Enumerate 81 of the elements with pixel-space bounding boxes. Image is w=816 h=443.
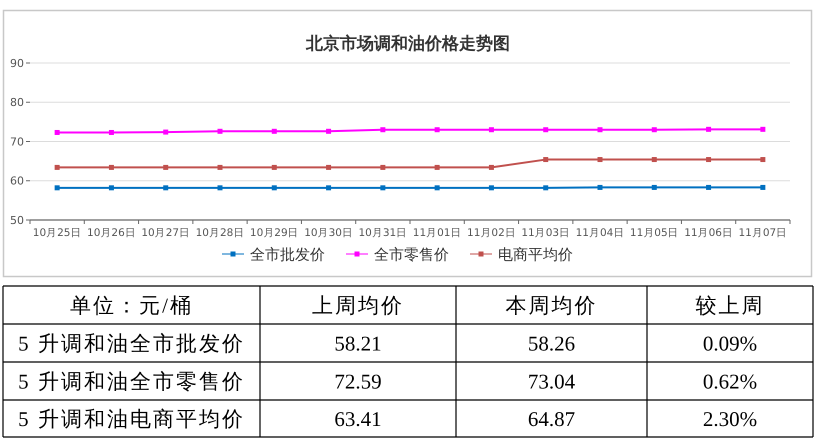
point xyxy=(272,128,277,134)
category-label: 5 升调和油全市零售价 xyxy=(18,370,245,394)
point xyxy=(54,130,60,135)
point xyxy=(652,157,657,162)
point xyxy=(108,164,114,170)
text: 58.26 xyxy=(528,332,576,356)
point xyxy=(488,164,494,170)
x-tick-label: 11月06日 xyxy=(684,227,733,239)
point xyxy=(706,157,712,162)
text: 单位：元/桶 xyxy=(70,294,193,318)
point xyxy=(326,164,332,170)
category-label: 较上周 xyxy=(696,294,764,318)
text: 0.09% xyxy=(702,332,758,356)
text: 72.59 xyxy=(334,370,382,394)
text: 58.21 xyxy=(334,332,382,356)
point xyxy=(488,185,494,190)
point xyxy=(163,130,168,135)
point xyxy=(380,185,386,190)
point xyxy=(163,185,168,190)
category-label: 5 升调和油全市批发价 xyxy=(18,332,245,356)
point xyxy=(652,127,657,132)
x-tick-label: 10月29日 xyxy=(250,227,299,239)
point xyxy=(272,185,277,190)
x-tick-label: 11月01日 xyxy=(412,227,462,239)
point xyxy=(760,184,766,190)
x-tick-label: 10月26日 xyxy=(87,227,136,239)
point xyxy=(543,127,548,132)
y-tick-label: 90 xyxy=(10,56,24,70)
x-tick-label: 10月25日 xyxy=(32,227,82,239)
point xyxy=(598,127,602,132)
point xyxy=(706,184,712,190)
point xyxy=(434,164,440,170)
point xyxy=(326,185,332,190)
text: 63.41 xyxy=(334,407,382,432)
point xyxy=(54,185,60,190)
x-tick-label: 11月03日 xyxy=(521,227,570,239)
x-tick-label: 11月04日 xyxy=(576,227,624,239)
point xyxy=(163,164,168,170)
text: 0.62% xyxy=(702,370,758,394)
y-tick-label: 80 xyxy=(10,96,24,110)
x-tick-label: 11月02日 xyxy=(467,227,516,239)
point xyxy=(108,185,114,190)
legend-label: 全市批发价 xyxy=(250,245,325,264)
y-tick-label: 50 xyxy=(10,214,24,227)
point xyxy=(272,164,277,170)
y-tick-label: 60 xyxy=(10,174,24,188)
point xyxy=(598,184,602,190)
point xyxy=(326,128,332,134)
category-label: 本周均价 xyxy=(506,294,598,318)
point xyxy=(380,164,386,170)
point xyxy=(488,127,494,132)
text: 2.30% xyxy=(702,407,758,432)
x-tick-label: 10月31日 xyxy=(358,227,408,239)
x-tick-label: 10月27日 xyxy=(141,227,190,239)
x-tick-label: 10月30日 xyxy=(304,227,353,239)
point xyxy=(434,185,440,190)
legend-label: 全市零售价 xyxy=(374,245,449,264)
chart-title: 北京市场调和油价格走势图 xyxy=(305,34,510,54)
point xyxy=(598,157,602,162)
point xyxy=(706,126,712,132)
point xyxy=(218,164,222,170)
text: 73.04 xyxy=(528,370,576,394)
point xyxy=(380,127,386,132)
point xyxy=(543,157,548,162)
y-tick-label: 70 xyxy=(10,135,24,148)
text: 64.87 xyxy=(528,407,576,432)
x-tick-label: 11月07日 xyxy=(738,227,788,239)
point xyxy=(434,127,440,132)
point xyxy=(54,164,60,170)
category-label: 5 升调和油电商平均价 xyxy=(18,407,245,432)
legend-label: 电商平均价 xyxy=(498,245,573,264)
category-label: 上周均价 xyxy=(312,294,404,318)
point xyxy=(760,157,766,162)
point xyxy=(543,185,548,190)
x-tick-label: 10月28日 xyxy=(196,227,244,239)
point xyxy=(108,130,114,135)
point xyxy=(652,184,657,190)
point xyxy=(760,126,766,132)
point xyxy=(218,185,222,190)
point xyxy=(218,128,222,134)
x-tick-label: 11月05日 xyxy=(630,227,679,239)
